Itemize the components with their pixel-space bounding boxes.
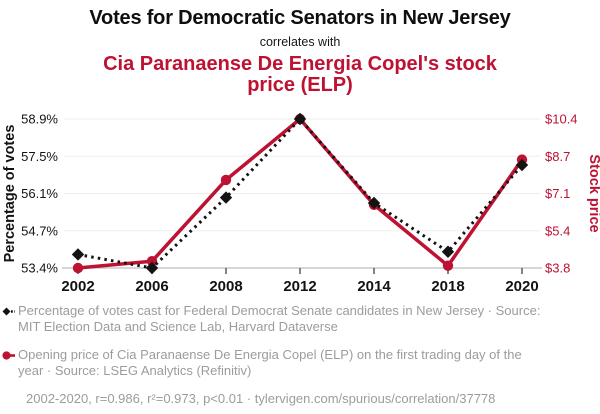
chart-header: Votes for Democratic Senators in New Jer…	[0, 7, 600, 96]
diamond-marker	[71, 248, 85, 261]
right-tick-label: $3.8	[545, 261, 570, 276]
x-tick-label: 2002	[61, 278, 94, 295]
left-tick-label: 53.4%	[21, 261, 58, 276]
right-tick-label: $10.4	[545, 112, 578, 127]
right-axis-title: Stock price	[586, 154, 600, 232]
legend: Percentage of votes cast for Federal Dem…	[2, 303, 588, 407]
dual-axis-line-chart: 58.9% $10.4 57.5% $8.7 56.1% $7.1 54.7% $5.4 53.…	[2, 112, 600, 296]
legend-entry-stock: Opening price of Cia Paranaense De Energ…	[2, 347, 588, 378]
votes-series	[71, 112, 529, 275]
left-axis-title: Percentage of votes	[2, 125, 18, 263]
diamond-marker	[367, 196, 381, 210]
right-tick-label: $5.4	[545, 223, 570, 238]
legend-entry-votes: Percentage of votes cast for Federal Dem…	[2, 303, 588, 334]
stats-footer: 2002-2020, r=0.986, r²=0.973, p<0.01 · t…	[26, 391, 496, 406]
left-tick-label: 58.9%	[21, 112, 58, 127]
chart-subtitle: Cia Paranaense De Energia Copel's stock …	[103, 53, 497, 96]
diamond-marker	[145, 261, 159, 275]
x-tick-label: 2018	[431, 278, 464, 295]
x-tick-label: 2006	[135, 278, 168, 295]
circle-marker	[442, 260, 454, 271]
x-tick-label: 2012	[283, 278, 316, 295]
circle-marker	[220, 174, 232, 186]
diamond-marker	[293, 112, 307, 126]
diamond-marker	[515, 158, 529, 172]
diamond-marker	[219, 191, 233, 204]
right-tick-label: $7.1	[545, 186, 570, 201]
circle-marker	[146, 256, 158, 267]
diamond-marker	[441, 245, 455, 258]
chart-title: Votes for Democratic Senators in New Jer…	[89, 7, 511, 29]
left-tick-label: 56.1%	[21, 186, 58, 201]
black-diamond-dotted-line-icon	[2, 307, 15, 316]
left-tick-label: 54.7%	[21, 223, 58, 238]
legend-entry-stock-label: Opening price of Cia Paranaense De Energ…	[18, 347, 522, 378]
right-tick-label: $8.7	[545, 149, 570, 164]
red-circle-solid-line-icon	[2, 351, 15, 360]
left-tick-label: 57.5%	[21, 149, 58, 164]
x-tick-label: 2014	[357, 278, 391, 295]
x-tick-label: 2020	[505, 278, 538, 295]
x-tick-label: 2008	[209, 278, 242, 295]
legend-entry-votes-label: Percentage of votes cast for Federal Dem…	[18, 303, 541, 334]
correlates-with-label: correlates with	[259, 35, 341, 49]
circle-marker	[72, 262, 84, 274]
